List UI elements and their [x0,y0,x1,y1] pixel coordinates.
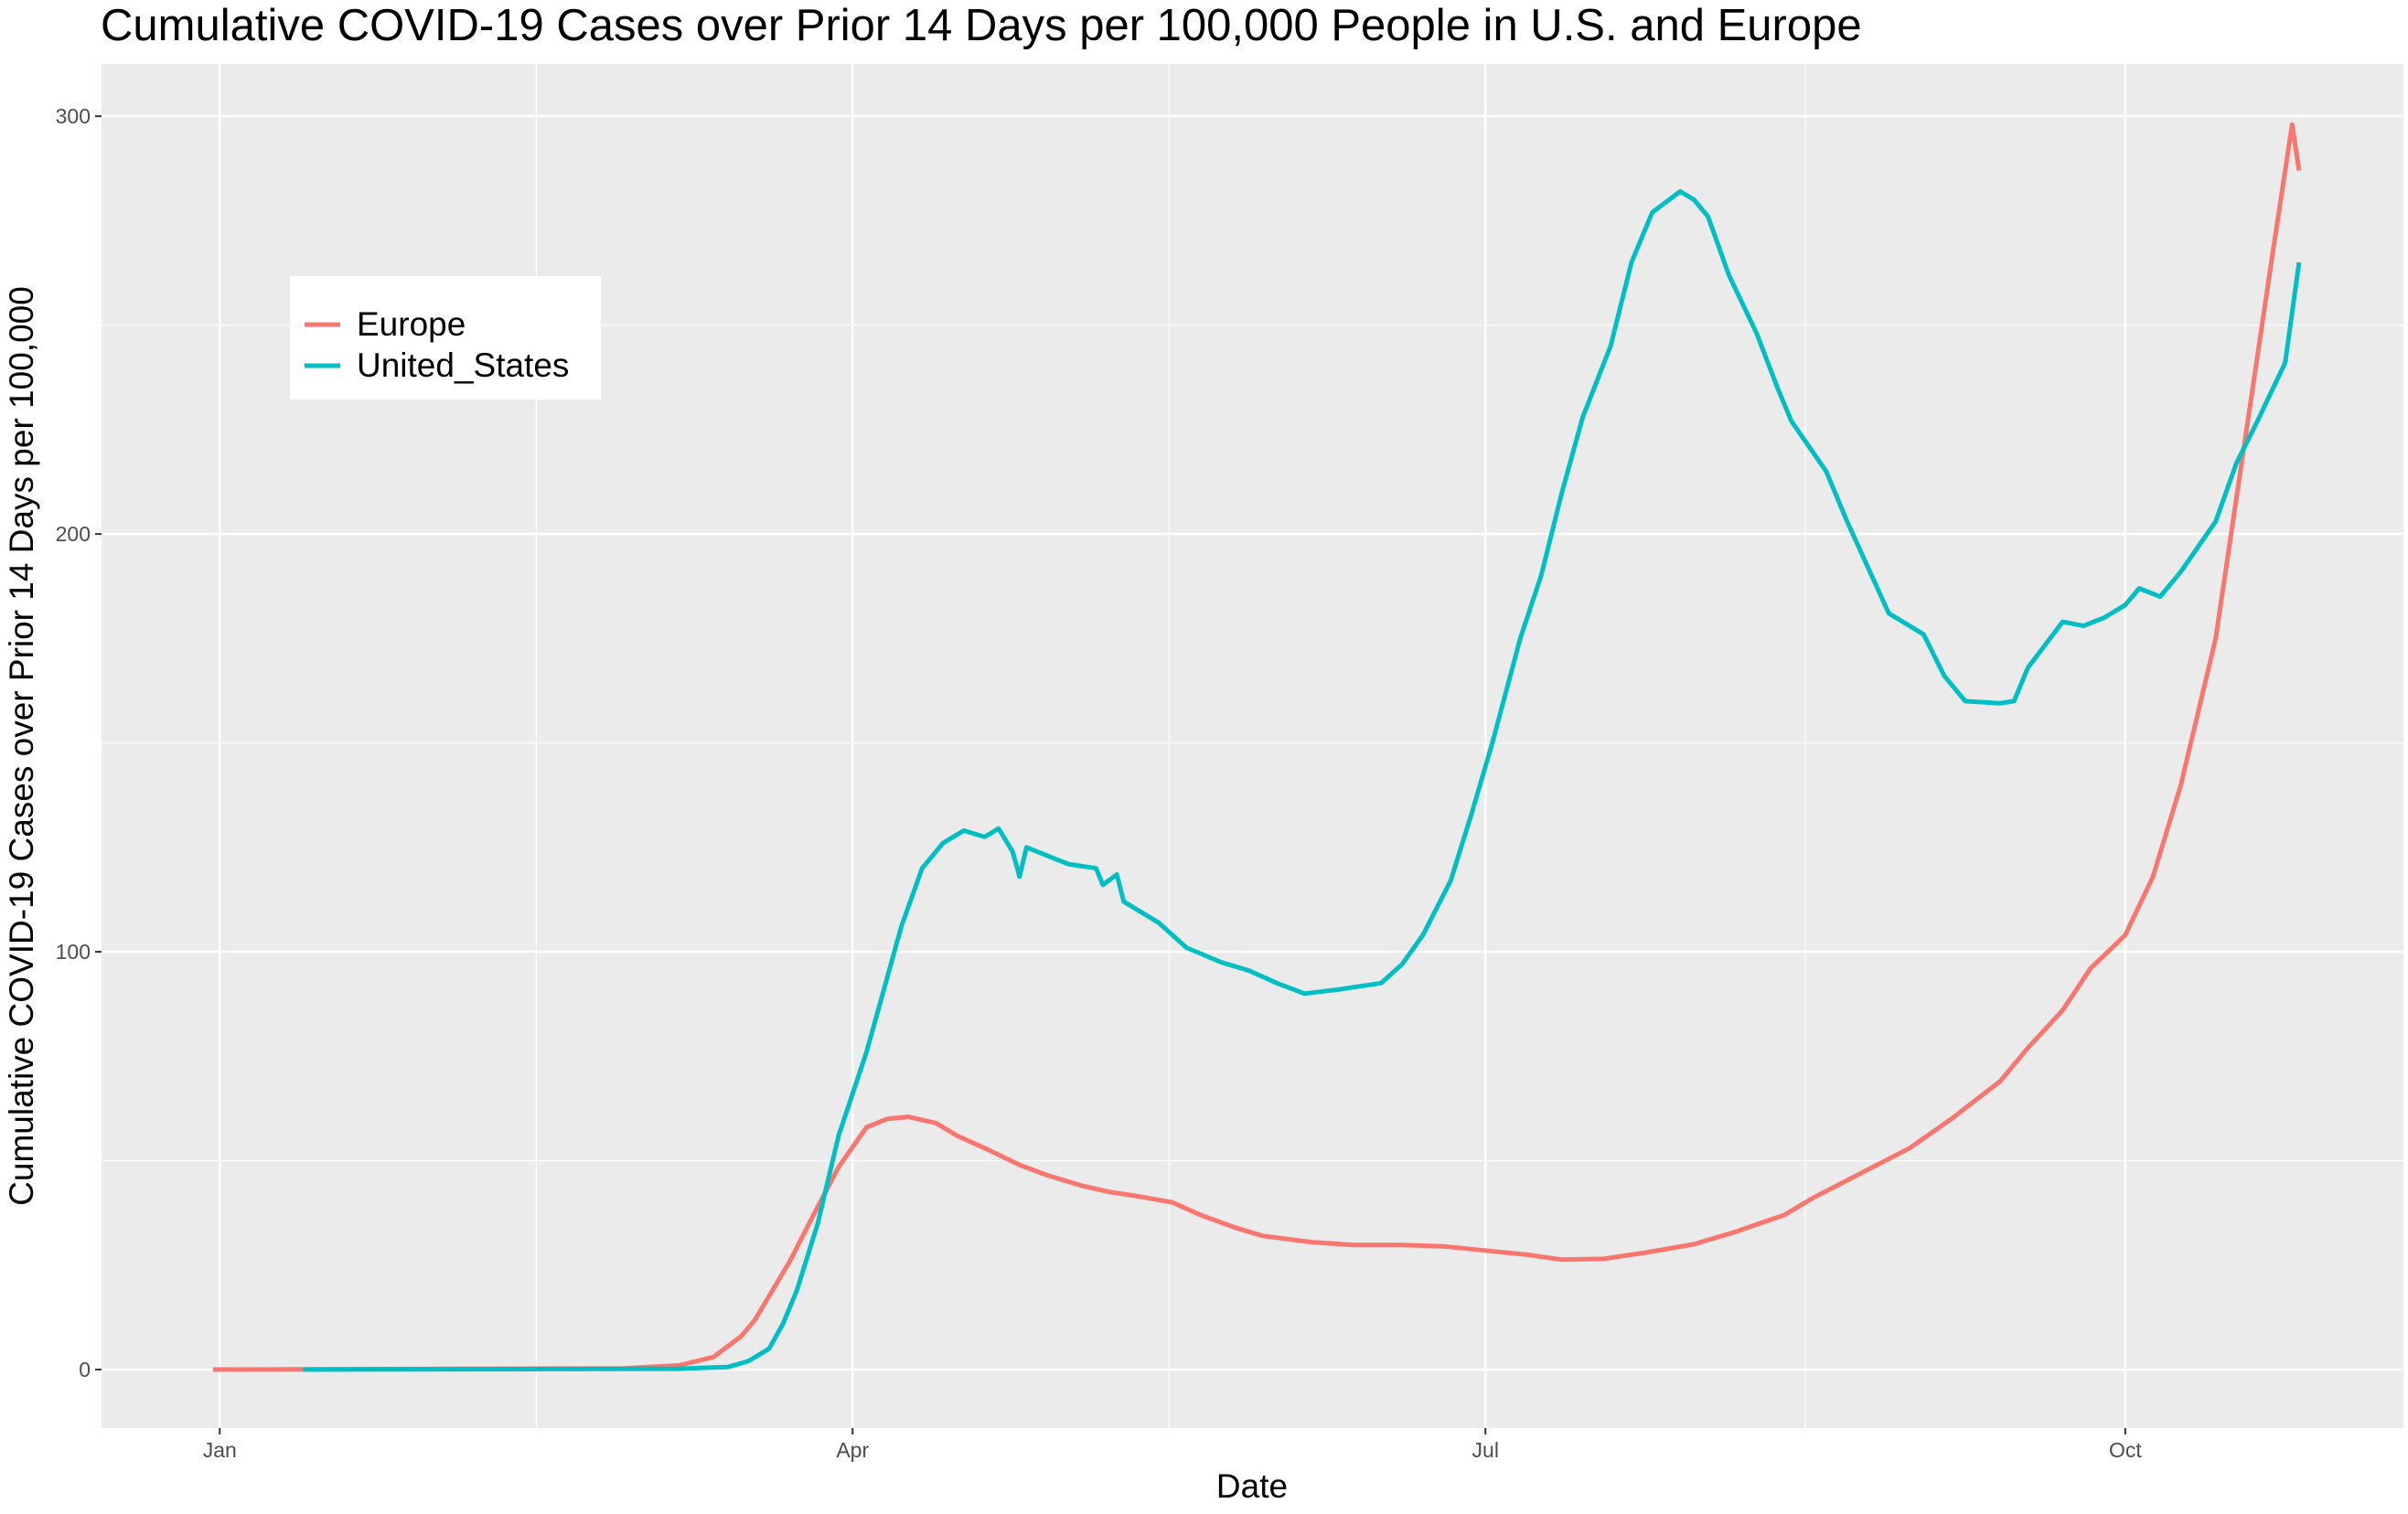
legend: Europe United_States [290,276,601,400]
y-tick-label: 0 [79,1358,91,1381]
x-tick-label: Jul [1472,1438,1499,1462]
y-axis-title: Cumulative COVID-19 Cases over Prior 14 … [3,286,40,1206]
gridlines [102,64,2403,1428]
x-tick-label: Apr [836,1438,869,1462]
chart-title: Cumulative COVID-19 Cases over Prior 14 … [101,1,1862,50]
x-tick-label: Oct [2109,1438,2142,1462]
y-tick-label: 100 [56,940,91,964]
series-lines [212,122,2302,1372]
series-line-united-states [303,188,2302,1372]
y-tick-label: 300 [56,104,91,128]
x-tick-label: Jan [203,1438,237,1462]
legend-box [290,276,601,400]
axis-ticks: 0 100 200 300 Jan Apr Jul Oct [56,104,2143,1462]
x-axis-title: Date [1216,1467,1288,1505]
series-line-europe [212,122,2302,1372]
plot-panel [102,64,2403,1428]
y-tick-label: 200 [56,522,91,546]
legend-label-europe: Europe [357,305,466,343]
legend-label-united-states: United_States [357,347,569,384]
